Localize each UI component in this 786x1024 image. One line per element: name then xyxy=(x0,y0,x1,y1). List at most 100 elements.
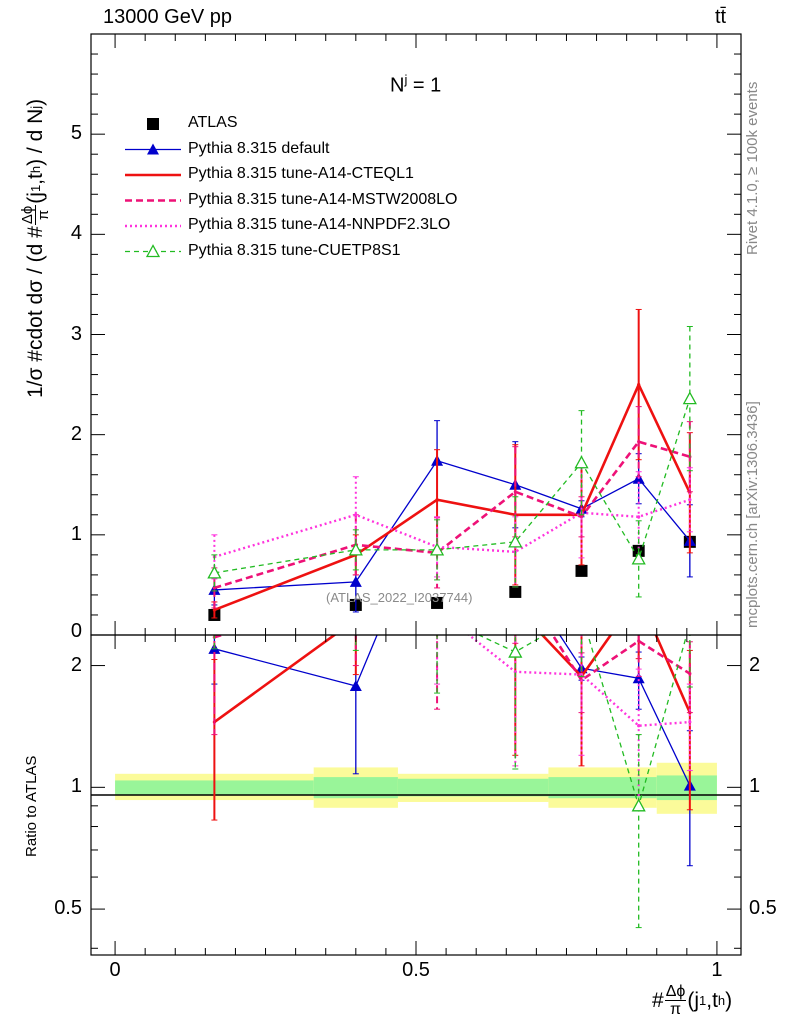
ylabel-sub: 1 xyxy=(28,184,43,193)
main-mstw-point xyxy=(212,586,216,590)
ratio-y-axis-label: Ratio to ATLAS xyxy=(23,755,40,857)
ratio-y-tick-label: 0.5 xyxy=(54,897,82,920)
main-y-tick-label: 5 xyxy=(70,122,82,145)
ratio-cteql1-point xyxy=(514,605,517,608)
xlabel-part: (j xyxy=(687,988,700,1012)
xlabel-sub: h xyxy=(717,993,726,1008)
main-nnpdf-point xyxy=(354,513,358,517)
ratio-y-tick-label: 1 xyxy=(70,775,82,798)
main-nnpdf-point xyxy=(688,498,692,502)
mcplots-label: mcplots.cern.ch [arXiv:1306.3436] xyxy=(744,401,761,628)
main-nnpdf-point xyxy=(637,515,641,519)
ratio-nnpdf-point xyxy=(213,547,216,550)
ylabel-part: ) xyxy=(23,98,47,106)
x-tick-label: 0 xyxy=(109,959,121,981)
main-cuetp-point xyxy=(508,534,523,548)
main-cuetp-point xyxy=(574,455,589,469)
ratio-cuetp-point xyxy=(576,607,588,618)
inner-band-segment xyxy=(397,778,549,797)
header-final-state: tt̄ xyxy=(715,6,727,28)
x-axis-label: # Δϕ π (j 1 ,t h) xyxy=(652,983,732,1018)
main-cteql1-point xyxy=(637,382,641,387)
main-cteql1-line xyxy=(213,381,692,612)
ratio-default-line xyxy=(214,635,691,786)
legend-cuetp-label: Pythia 8.315 tune-CUETP8S1 xyxy=(188,241,401,259)
legend-data-label: ATLAS xyxy=(188,114,238,131)
uncertainty-bands xyxy=(115,762,717,814)
main-cuetp-point xyxy=(348,542,363,556)
main-mstw-point xyxy=(513,490,517,494)
ratio-cuetp-point xyxy=(508,644,523,658)
ylabel-part: ) / d N xyxy=(23,108,47,166)
main-cuetp-point xyxy=(682,391,697,405)
ratio-nnpdf-point xyxy=(513,670,517,674)
plot-title-main: N xyxy=(390,74,405,97)
rivet-label: Rivet 4.1.0, ≥ 100k events xyxy=(744,81,761,255)
main-mstw-point xyxy=(579,515,584,519)
legend xyxy=(125,118,181,258)
main-cuetp-point xyxy=(631,551,646,565)
main-cuetp-point xyxy=(429,542,445,556)
xlabel-fraction: Δϕ π xyxy=(664,983,687,1018)
legend-cteql1-label: Pythia 8.315 tune-A14-CTEQL1 xyxy=(188,165,414,182)
main-cuetp-line xyxy=(214,398,691,574)
main-nnpdf-line xyxy=(214,498,691,559)
main-plot-data xyxy=(207,308,697,621)
ratio-y-tick-label-right: 2 xyxy=(749,653,761,676)
ylabel-part: ,t xyxy=(23,173,47,185)
header-process: 13000 GeV pp xyxy=(103,6,232,28)
xlabel-part: # xyxy=(652,988,664,1012)
ratio-nnpdf-point xyxy=(688,720,692,724)
main-cuetp-point xyxy=(207,565,222,579)
ratio-mstw-point xyxy=(637,639,641,643)
ylabel-frac-num: Δϕ xyxy=(19,204,36,226)
ylabel-frac-den: π xyxy=(35,209,52,221)
x-tick-label: 1 xyxy=(711,959,723,981)
x-tick-label: 0.5 xyxy=(402,959,430,981)
main-default-point xyxy=(349,575,362,587)
legend-cuetp-symbol xyxy=(145,244,161,258)
ylabel-part: 1/σ #cdot dσ / (d # xyxy=(23,226,47,398)
legend-data-symbol xyxy=(147,118,159,130)
axis-ticks xyxy=(91,34,741,955)
plot-title: Nj = 1 xyxy=(390,72,441,98)
main-y-tick-label: 1 xyxy=(70,522,82,545)
main-cteql1-point xyxy=(435,498,439,502)
ratio-cteql1-line xyxy=(213,635,692,724)
ratio-default-point xyxy=(632,672,645,684)
legend-default-symbol xyxy=(147,143,159,155)
main-data-point xyxy=(431,596,444,609)
ylabel-sup: j xyxy=(28,105,43,109)
ratio-cuetp-point xyxy=(631,798,646,812)
ratio-cuetp-point xyxy=(431,609,443,620)
ylabel-sub: h xyxy=(28,165,43,174)
xlabel-frac-num: Δϕ xyxy=(664,983,687,1001)
ratio-nnpdf-point xyxy=(637,724,641,728)
ratio-mstw-point xyxy=(688,672,692,676)
ratio-mstw-point xyxy=(435,621,438,624)
main-y-tick-label: 3 xyxy=(70,322,82,345)
legend-mstw-label: Pythia 8.315 tune-A14-MSTW2008LO xyxy=(188,190,458,208)
ratio-cteql1-point xyxy=(354,618,357,621)
ratio-nnpdf-point xyxy=(579,672,584,677)
plot-title-sup: j xyxy=(404,72,408,87)
ratio-y-tick-label-right: 0.5 xyxy=(749,897,777,920)
ratio-default-point xyxy=(349,680,362,692)
main-data-point xyxy=(509,585,522,598)
legend-default-label: Pythia 8.315 default xyxy=(188,139,330,157)
inner-band-segment xyxy=(313,777,398,799)
xlabel-frac-den: π xyxy=(669,1001,682,1018)
ratio-cuetp-point xyxy=(684,618,696,629)
main-cteql1-point xyxy=(212,608,216,612)
main-y-tick-label: 4 xyxy=(70,222,82,245)
ylabel-part: (j xyxy=(23,192,47,204)
ylabel-fraction: Δϕ π xyxy=(19,204,52,226)
analysis-watermark: (ATLAS_2022_I2037744) xyxy=(326,590,473,605)
xlabel-sub: 1 xyxy=(699,993,707,1008)
plot-title-rest: = 1 xyxy=(407,74,442,97)
legend-nnpdf-label: Pythia 8.315 tune-A14-NNPDF2.3LO xyxy=(188,216,451,233)
main-mstw-line xyxy=(214,440,691,590)
main-y-tick-label: 2 xyxy=(70,422,82,445)
